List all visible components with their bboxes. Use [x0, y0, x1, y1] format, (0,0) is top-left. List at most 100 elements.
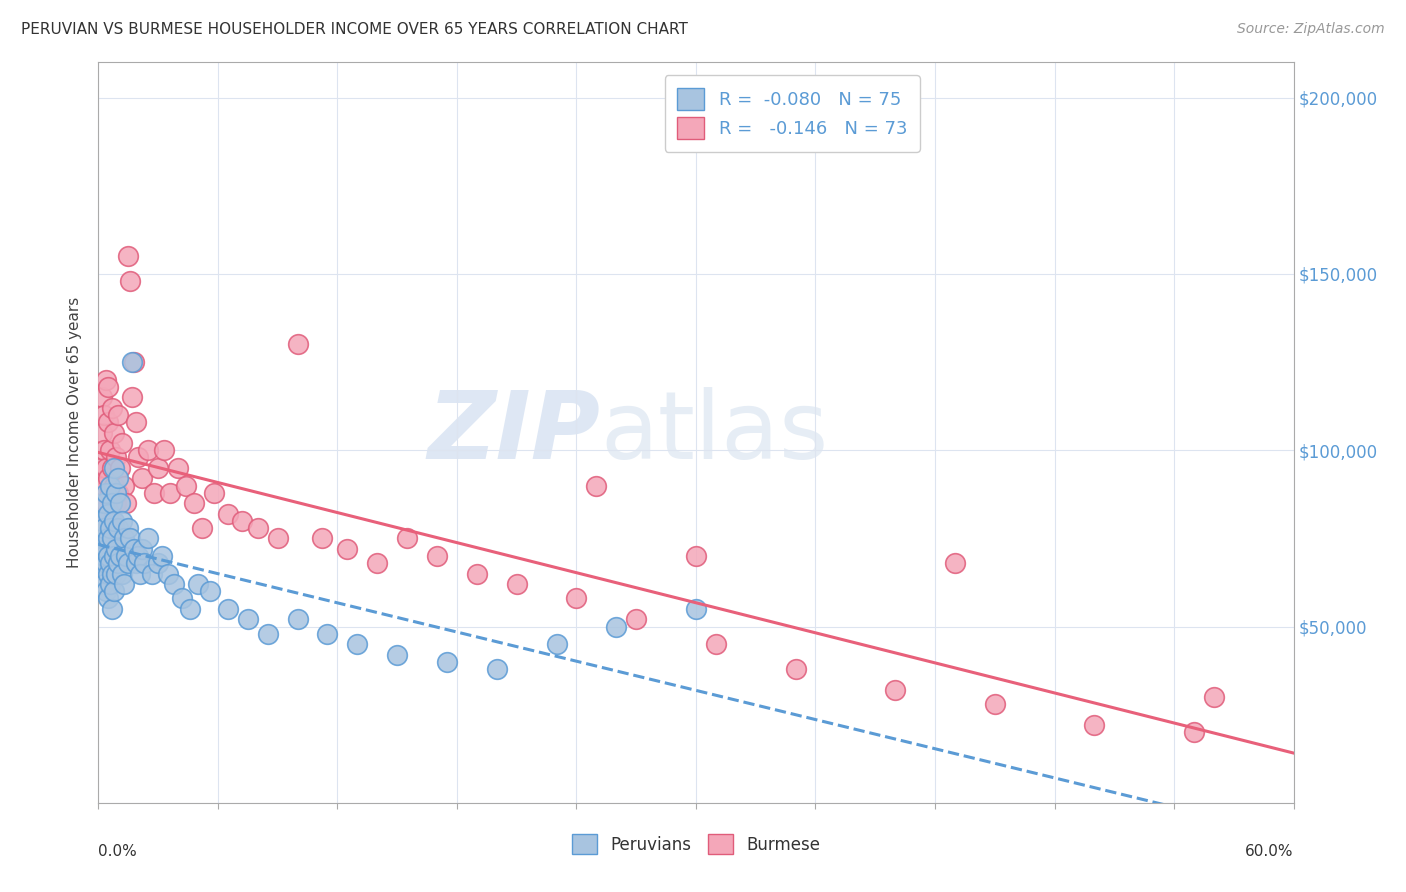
Point	[107, 471, 129, 485]
Point	[93, 408, 115, 422]
Point	[89, 541, 111, 556]
Point	[316, 626, 339, 640]
Point	[396, 532, 419, 546]
Point	[96, 541, 118, 556]
Point	[179, 602, 201, 616]
Point	[172, 591, 194, 606]
Point	[105, 485, 128, 500]
Point	[120, 532, 142, 546]
Point	[97, 415, 120, 429]
Point	[91, 390, 114, 404]
Point	[107, 485, 129, 500]
Point	[984, 697, 1007, 711]
Point	[1083, 718, 1105, 732]
Point	[366, 556, 388, 570]
Point	[131, 541, 153, 556]
Point	[101, 514, 124, 528]
Point	[101, 401, 124, 415]
Point	[89, 461, 111, 475]
Point	[117, 556, 139, 570]
Text: 60.0%: 60.0%	[1246, 844, 1294, 858]
Point	[93, 521, 115, 535]
Point	[98, 478, 122, 492]
Point	[93, 496, 115, 510]
Point	[111, 514, 134, 528]
Text: PERUVIAN VS BURMESE HOUSEHOLDER INCOME OVER 65 YEARS CORRELATION CHART: PERUVIAN VS BURMESE HOUSEHOLDER INCOME O…	[21, 22, 688, 37]
Point	[546, 637, 568, 651]
Point	[110, 549, 132, 563]
Point	[97, 549, 120, 563]
Point	[163, 577, 186, 591]
Point	[101, 496, 124, 510]
Point	[89, 485, 111, 500]
Point	[97, 380, 120, 394]
Point	[103, 549, 125, 563]
Point	[97, 532, 120, 546]
Point	[105, 450, 128, 465]
Point	[124, 355, 146, 369]
Point	[97, 507, 120, 521]
Point	[110, 461, 132, 475]
Point	[96, 496, 118, 510]
Point	[246, 521, 269, 535]
Point	[101, 602, 124, 616]
Point	[98, 577, 122, 591]
Point	[111, 566, 134, 581]
Point	[107, 521, 129, 535]
Point	[136, 532, 159, 546]
Point	[124, 541, 146, 556]
Point	[1182, 725, 1205, 739]
Point	[112, 577, 135, 591]
Point	[685, 602, 707, 616]
Point	[336, 541, 359, 556]
Point	[97, 566, 120, 581]
Point	[98, 443, 122, 458]
Point	[125, 415, 148, 429]
Point	[884, 683, 907, 698]
Point	[103, 478, 125, 492]
Point	[465, 566, 488, 581]
Point	[605, 619, 627, 633]
Point	[115, 496, 138, 510]
Point	[485, 662, 508, 676]
Point	[191, 521, 214, 535]
Point	[236, 612, 259, 626]
Point	[103, 461, 125, 475]
Point	[157, 566, 180, 581]
Point	[107, 556, 129, 570]
Point	[112, 478, 135, 492]
Point	[311, 532, 333, 546]
Point	[174, 478, 197, 492]
Point	[167, 461, 190, 475]
Point	[101, 461, 124, 475]
Point	[127, 450, 149, 465]
Point	[101, 566, 124, 581]
Point	[112, 532, 135, 546]
Y-axis label: Householder Income Over 65 years: Householder Income Over 65 years	[67, 297, 83, 568]
Point	[131, 471, 153, 485]
Point	[385, 648, 409, 662]
Point	[120, 274, 142, 288]
Point	[159, 485, 181, 500]
Point	[426, 549, 449, 563]
Point	[346, 637, 368, 651]
Point	[143, 485, 166, 500]
Point	[129, 566, 152, 581]
Point	[136, 443, 159, 458]
Point	[198, 584, 221, 599]
Point	[97, 471, 120, 485]
Point	[127, 549, 149, 563]
Point	[685, 549, 707, 563]
Point	[96, 584, 118, 599]
Point	[121, 390, 143, 404]
Point	[91, 514, 114, 528]
Point	[436, 655, 458, 669]
Point	[98, 556, 122, 570]
Point	[148, 461, 170, 475]
Point	[105, 541, 128, 556]
Point	[148, 556, 170, 570]
Point	[105, 496, 128, 510]
Point	[506, 577, 529, 591]
Point	[98, 541, 122, 556]
Point	[117, 521, 139, 535]
